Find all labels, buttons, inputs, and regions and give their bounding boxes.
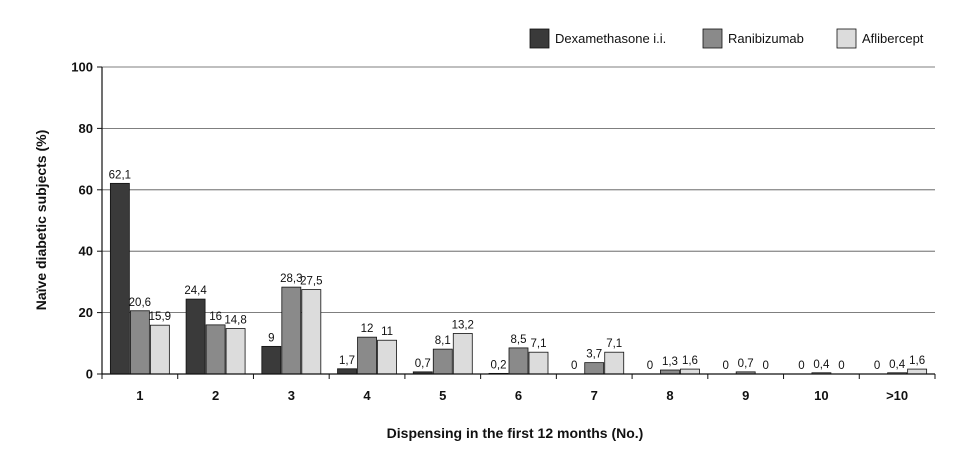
y-tick-label: 80: [79, 121, 93, 136]
legend-label: Dexamethasone i.i.: [555, 31, 666, 46]
legend-swatch: [702, 28, 723, 49]
data-label: 9: [268, 332, 274, 344]
y-tick-labels: 0 20 40 60 80 100: [71, 60, 93, 382]
data-label: 13,2: [452, 319, 474, 331]
data-label: 0: [722, 360, 728, 372]
data-label: 15,9: [149, 311, 171, 323]
bar: [432, 348, 453, 375]
data-label: 0: [647, 360, 653, 372]
data-label: 8,5: [511, 334, 527, 346]
bar: [508, 347, 529, 375]
bar: [225, 328, 246, 375]
data-label: 28,3: [280, 273, 302, 285]
data-label: 20,6: [129, 297, 151, 309]
data-label: 7,1: [606, 338, 622, 350]
bar: [149, 324, 170, 375]
data-label: 0: [838, 360, 844, 372]
bar: [357, 336, 377, 375]
bar: [261, 345, 282, 375]
x-tick-label: 10: [814, 388, 828, 403]
data-label: 27,5: [300, 276, 322, 288]
data-label: 0,4: [889, 359, 906, 371]
legend-swatch: [529, 28, 550, 49]
axes: [97, 66, 936, 379]
legend-label: Aflibercept: [862, 31, 924, 46]
bar: [281, 286, 302, 375]
bar: [584, 362, 605, 375]
legend: Dexamethasone i.i. Ranibizumab Aflibercept: [529, 28, 924, 49]
bar: [109, 182, 130, 375]
x-tick-label: 6: [515, 388, 522, 403]
data-label: 11: [381, 326, 393, 338]
x-tick-label: 4: [363, 388, 371, 403]
x-tick-label: 5: [439, 388, 446, 403]
data-label: 1,6: [682, 355, 698, 367]
data-label: 62,1: [109, 169, 131, 181]
data-label: 0: [874, 360, 880, 372]
bar: [907, 368, 928, 375]
y-tick-label: 20: [79, 305, 93, 320]
data-label: 16: [209, 311, 222, 323]
data-label: 0,7: [738, 358, 754, 370]
bar: [185, 298, 206, 375]
data-label: 12: [361, 323, 374, 335]
y-tick-label: 0: [86, 367, 93, 382]
gridlines: [102, 66, 935, 314]
data-label: 1,7: [339, 355, 355, 367]
x-tick-label: 7: [591, 388, 598, 403]
x-tick-label: 8: [666, 388, 673, 403]
y-tick-label: 40: [79, 244, 93, 259]
y-axis-title: Naïve diabetic subjects (%): [33, 130, 49, 311]
x-tick-label: 1: [136, 388, 143, 403]
data-label: 0: [762, 360, 768, 372]
bar: [205, 324, 226, 375]
data-label: 1,3: [662, 356, 678, 368]
x-tick-label: 2: [212, 388, 219, 403]
legend-label: Ranibizumab: [728, 31, 804, 46]
bar: [301, 289, 322, 375]
data-label: 0: [571, 360, 577, 372]
data-label: 8,1: [435, 335, 451, 347]
data-label: 0,4: [813, 359, 830, 371]
x-axis-title: Dispensing in the first 12 months (No.): [387, 425, 644, 441]
bar: [129, 310, 150, 375]
bar: [377, 339, 397, 375]
data-label: 0,2: [491, 359, 507, 371]
legend-swatch: [836, 28, 857, 49]
value-labels: 62,1 20,6 15,9 24,4 16 14,8 9 28,327,5 1,7 12 11 0,…: [109, 169, 925, 372]
x-tick-labels: 1 2 3 4 5 6 7 8 9 10 >10: [136, 388, 908, 403]
bar: [337, 368, 357, 375]
data-label: 24,4: [184, 285, 207, 297]
x-tick-label: >10: [886, 388, 908, 403]
y-tick-label: 100: [71, 60, 93, 75]
data-label: 1,6: [909, 355, 925, 367]
bar: [528, 351, 549, 375]
bar: [680, 368, 700, 375]
data-label: 14,8: [224, 315, 246, 327]
data-label: 0: [798, 360, 804, 372]
data-label: 0,7: [415, 358, 431, 370]
y-tick-label: 60: [79, 182, 93, 197]
x-tick-label: 3: [288, 388, 295, 403]
x-tick-label: 9: [742, 388, 749, 403]
bar: [604, 351, 625, 375]
bar: [452, 333, 473, 375]
data-label: 7,1: [531, 338, 547, 350]
data-label: 3,7: [586, 349, 602, 361]
